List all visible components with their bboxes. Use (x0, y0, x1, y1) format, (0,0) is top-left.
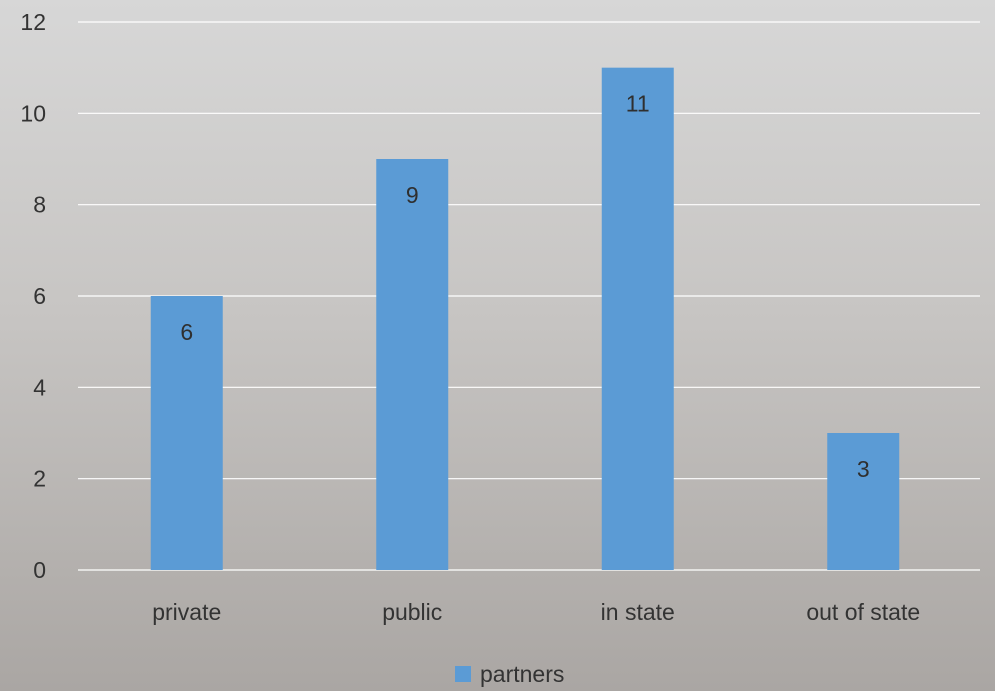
y-tick-label: 2 (33, 466, 46, 492)
data-label-public: 9 (406, 182, 419, 208)
legend-label-partners: partners (480, 661, 564, 687)
legend-swatch-partners (455, 666, 471, 682)
x-category-label-out-of-state: out of state (806, 599, 920, 625)
bar-public (376, 159, 449, 570)
y-tick-label: 4 (33, 374, 46, 400)
data-labels: 6 9 11 3 (180, 91, 869, 482)
bar-out-of-state (827, 433, 900, 570)
data-label-out-of-state: 3 (857, 456, 870, 482)
y-axis-tick-labels: 0 2 4 6 8 10 12 (20, 9, 46, 583)
y-tick-label: 10 (20, 100, 46, 126)
x-axis-category-labels: private public in state out of state (152, 599, 920, 625)
bar-in-state (601, 67, 674, 571)
y-tick-label: 0 (33, 557, 46, 583)
x-category-label-private: private (152, 599, 221, 625)
y-tick-label: 12 (20, 9, 46, 35)
legend: partners (455, 661, 564, 687)
y-tick-label: 6 (33, 283, 46, 309)
data-label-private: 6 (180, 319, 193, 345)
bar-private (150, 296, 223, 570)
bars (150, 67, 900, 571)
x-category-label-in-state: in state (601, 599, 675, 625)
data-label-in-state: 11 (626, 91, 650, 117)
gridlines (78, 21, 980, 571)
x-category-label-public: public (382, 599, 442, 625)
y-tick-label: 8 (33, 192, 46, 218)
